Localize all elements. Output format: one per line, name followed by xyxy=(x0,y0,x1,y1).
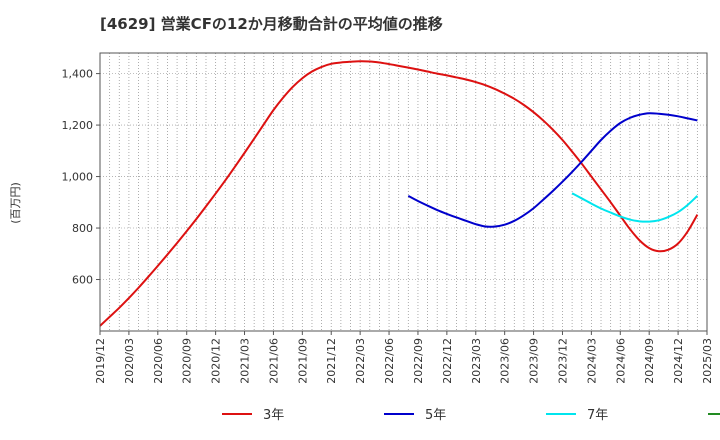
x-tick-label: 2020/03 xyxy=(123,338,136,384)
y-tick-label: 1,200 xyxy=(62,119,94,132)
x-tick-label: 2023/03 xyxy=(470,338,483,384)
series-line-3 xyxy=(571,192,699,223)
plot-border xyxy=(99,52,708,332)
x-tick-label: 2021/12 xyxy=(325,338,338,384)
x-tick-label: 2020/06 xyxy=(152,338,165,384)
x-tick-label: 2021/03 xyxy=(239,338,252,384)
y-axis-label: (百万円) xyxy=(9,182,22,224)
x-tick-label: 2021/09 xyxy=(296,338,309,384)
y-tick-label: 800 xyxy=(72,222,93,235)
x-tick-label: 2019/12 xyxy=(94,338,107,384)
x-tick-label: 2022/03 xyxy=(354,338,367,384)
plot-background xyxy=(100,53,707,331)
x-tick-label: 2023/12 xyxy=(556,338,569,384)
y-tick-label: 600 xyxy=(72,274,93,287)
series-line-1 xyxy=(99,60,699,327)
x-tick-label: 2020/12 xyxy=(210,338,223,384)
x-tick-label: 2024/06 xyxy=(614,338,627,384)
x-tick-label: 2022/06 xyxy=(383,338,396,384)
x-axis-ticks: 2019/12 2020/03 2020/06 2020/09 2020/12 2021/… xyxy=(94,331,714,384)
x-tick-label: 2025/03 xyxy=(701,338,714,384)
x-tick-label: 2021/06 xyxy=(267,338,280,384)
y-tick-label: 1,000 xyxy=(62,171,94,184)
x-tick-label: 2024/09 xyxy=(643,338,656,384)
grid xyxy=(100,53,707,331)
legend-label: 3年 xyxy=(263,408,284,423)
x-tick-label: 2023/09 xyxy=(528,338,541,384)
x-tick-label: 2022/12 xyxy=(441,338,454,384)
y-tick-label: 1,400 xyxy=(62,68,94,81)
chart-title: [4629] 営業CFの12か月移動合計の平均値の推移 xyxy=(100,15,443,33)
series-line-2 xyxy=(407,112,698,228)
x-tick-label: 2024/12 xyxy=(672,338,685,384)
series-lines xyxy=(99,60,699,327)
y-axis-ticks: 600 800 1,000 1,200 1,400 xyxy=(62,68,100,287)
x-tick-label: 2024/03 xyxy=(585,338,598,384)
x-tick-label: 2023/06 xyxy=(499,338,512,384)
x-tick-label: 2022/09 xyxy=(412,338,425,384)
legend-label: 5年 xyxy=(425,408,446,423)
x-tick-label: 2020/09 xyxy=(181,338,194,384)
legend: 3年5年7年10年 xyxy=(222,408,720,423)
legend-label: 7年 xyxy=(587,408,608,423)
